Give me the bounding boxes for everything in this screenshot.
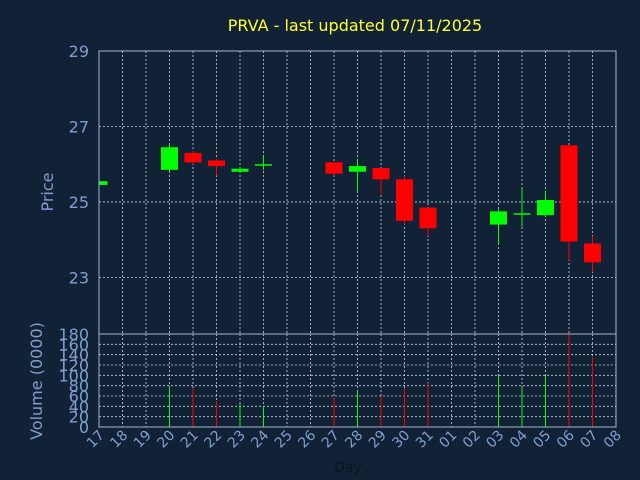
volume-tick-label: 140 bbox=[58, 346, 89, 365]
candle-body bbox=[584, 243, 601, 263]
volume-tick-label: 40 bbox=[69, 397, 89, 416]
x-tick-label: 26 bbox=[295, 427, 319, 451]
candle-body bbox=[513, 213, 531, 215]
x-tick-label: 06 bbox=[554, 427, 578, 451]
candle-body bbox=[208, 160, 225, 167]
candle-body bbox=[537, 200, 554, 216]
price-axis-ticks: 23 25 27 29 bbox=[69, 42, 89, 287]
volume-axis-label: Volume (0000) bbox=[27, 322, 46, 440]
x-tick-label: 20 bbox=[154, 428, 178, 452]
x-tick-label: 31 bbox=[413, 428, 437, 452]
candle-body bbox=[231, 168, 249, 172]
x-tick-label: 18 bbox=[107, 428, 131, 452]
candle-body bbox=[490, 211, 507, 225]
candle-body bbox=[99, 181, 108, 185]
x-tick-label: 05 bbox=[530, 428, 554, 452]
x-tick-label: 29 bbox=[366, 428, 390, 452]
x-tick-label: 07 bbox=[577, 428, 601, 452]
x-tick-label: 21 bbox=[178, 428, 202, 452]
volume-tick-label: 20 bbox=[69, 408, 89, 427]
candle-body bbox=[184, 152, 202, 163]
volume-panel-frame bbox=[98, 333, 617, 428]
volume-tick-label: 100 bbox=[58, 366, 89, 385]
candle-body bbox=[349, 166, 366, 172]
x-tick-label: 27 bbox=[319, 428, 343, 452]
x-axis-ticks: 17 18 19 20 21 22 23 24 25 26 27 28 29 30 31 01 02 03 04 05… bbox=[84, 427, 625, 451]
volume-tick-label: 120 bbox=[58, 356, 89, 375]
price-gridlines bbox=[98, 50, 617, 334]
volume-tick-label: 0 bbox=[79, 418, 89, 437]
volume-tick-label: 180 bbox=[58, 325, 89, 344]
x-axis-label: Day bbox=[334, 460, 362, 476]
candle-body bbox=[396, 179, 413, 221]
x-tick-label: 28 bbox=[342, 428, 366, 452]
x-tick-label: 30 bbox=[389, 428, 413, 452]
volume-tick-label: 80 bbox=[69, 377, 89, 396]
price-tick-label: 29 bbox=[69, 42, 89, 61]
x-tick-label: 08 bbox=[601, 428, 625, 452]
price-axis-label: Price bbox=[38, 172, 57, 211]
volume-bars bbox=[169, 334, 593, 427]
x-tick-label: 25 bbox=[272, 428, 296, 452]
price-tick-label: 23 bbox=[69, 268, 89, 287]
x-tick-label: 04 bbox=[507, 427, 531, 451]
x-tick-label: 02 bbox=[460, 428, 484, 452]
x-tick-label: 01 bbox=[436, 428, 460, 452]
x-tick-label: 03 bbox=[483, 428, 507, 452]
volume-tick-label: 60 bbox=[69, 387, 89, 406]
candle-body bbox=[161, 147, 178, 170]
volume-tick-label: 160 bbox=[58, 335, 89, 354]
candle-body bbox=[325, 162, 343, 174]
candle-body bbox=[419, 207, 437, 229]
chart-title: PRVA - last updated 07/11/2025 bbox=[228, 16, 482, 35]
price-tick-label: 25 bbox=[69, 193, 89, 212]
candle-body bbox=[560, 145, 578, 242]
candle-body bbox=[372, 167, 390, 180]
candle-body bbox=[255, 164, 272, 166]
price-tick-label: 27 bbox=[69, 117, 89, 136]
price-candles bbox=[98, 143, 601, 272]
x-tick-label: 22 bbox=[201, 428, 225, 452]
x-tick-label: 19 bbox=[131, 428, 155, 452]
x-tick-label: 24 bbox=[248, 427, 272, 451]
x-tick-label: 23 bbox=[225, 428, 249, 452]
